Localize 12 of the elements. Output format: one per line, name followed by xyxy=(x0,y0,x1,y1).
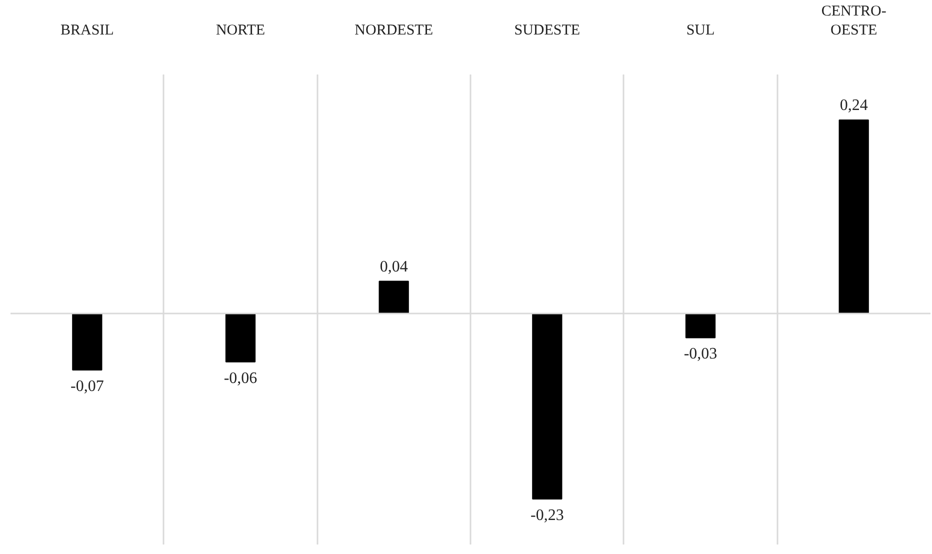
data-label: -0,07 xyxy=(70,378,104,395)
data-label: -0,23 xyxy=(530,507,564,524)
x-tick-label: SUDESTE xyxy=(514,22,580,38)
data-label: -0,03 xyxy=(684,346,718,363)
x-tick-label: SUL xyxy=(686,22,715,38)
data-label: 0,24 xyxy=(840,96,868,114)
x-tick-label: NORTE xyxy=(216,22,266,38)
x-tick-label: CENTRO-OESTE xyxy=(821,3,886,38)
data-label: 0,04 xyxy=(380,258,408,276)
x-tick-label: BRASIL xyxy=(60,22,114,38)
x-tick-label: NORDESTE xyxy=(354,22,434,38)
data-label: -0,06 xyxy=(224,370,258,387)
